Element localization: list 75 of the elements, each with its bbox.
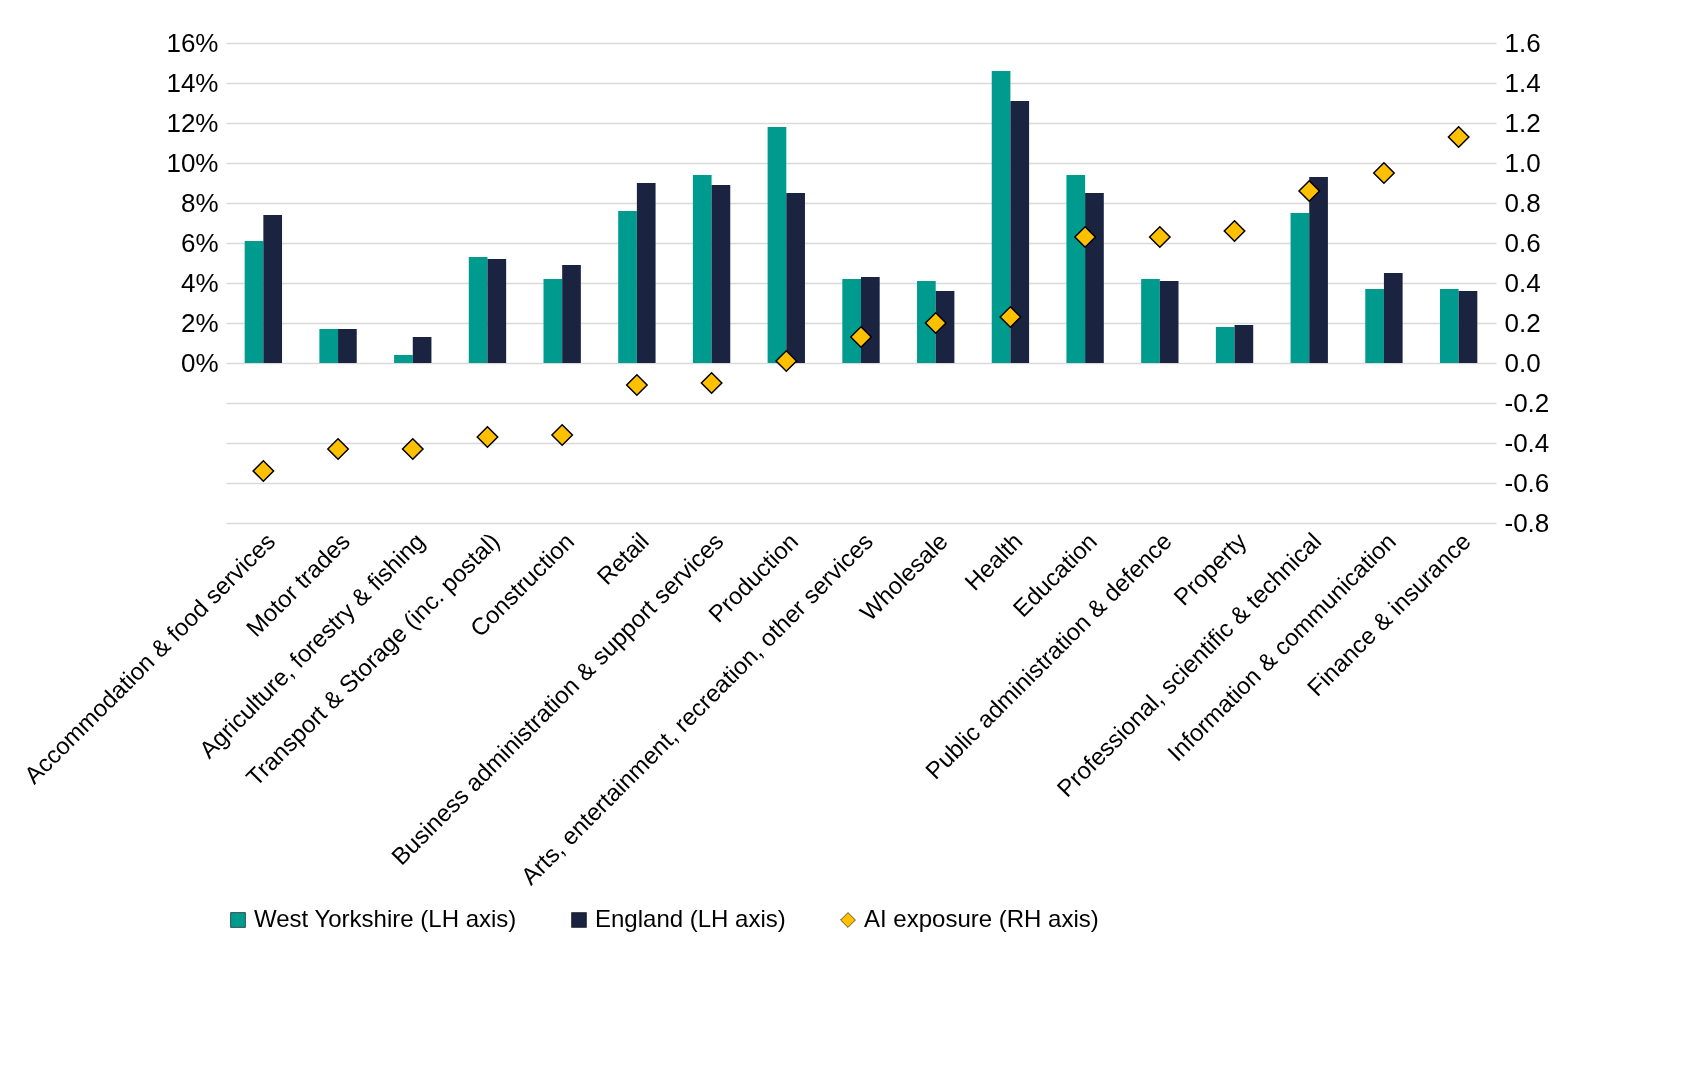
- bar: [692, 175, 712, 363]
- y-tick-label: 8%: [180, 187, 219, 218]
- legend-label: England (LH axis): [595, 905, 786, 932]
- y2-tick-label: -0.4: [1504, 427, 1550, 458]
- legend-label: AI exposure (RH axis): [864, 905, 1099, 932]
- bar: [319, 329, 339, 363]
- bar: [1458, 291, 1478, 363]
- bar: [1234, 325, 1254, 363]
- bar: [1365, 289, 1384, 363]
- point: [999, 306, 1022, 328]
- bar: [636, 183, 656, 363]
- point: [551, 424, 574, 446]
- bar: [543, 279, 563, 363]
- bar: [1383, 273, 1403, 363]
- y2-tick-label: 1.2: [1504, 107, 1541, 138]
- point: [1447, 126, 1470, 148]
- bar: [338, 329, 357, 363]
- y2-tick-label: 1.6: [1504, 27, 1541, 58]
- point: [476, 426, 499, 448]
- y-tick-label: 12%: [166, 107, 219, 138]
- bar: [1290, 213, 1310, 363]
- bar: [1439, 289, 1459, 363]
- y-tick-label: 0%: [180, 347, 219, 378]
- y2-tick-label: 0.6: [1504, 227, 1541, 258]
- bar: [244, 241, 264, 363]
- point: [850, 326, 872, 348]
- bar: [711, 185, 731, 363]
- y-tick-label: 2%: [180, 307, 219, 338]
- bar: [487, 259, 507, 363]
- bar: [1309, 177, 1328, 363]
- bar: [394, 355, 413, 363]
- point: [1372, 162, 1395, 184]
- point: [775, 350, 798, 372]
- y2-tick-label: -0.6: [1504, 467, 1550, 498]
- y2-tick-label: 0.2: [1504, 307, 1541, 338]
- bar: [1085, 193, 1104, 363]
- y-tick-label: 14%: [166, 67, 219, 98]
- y2-tick-label: -0.8: [1504, 507, 1550, 538]
- y2-tick-label: 0.4: [1504, 267, 1541, 298]
- y-tick-label: 16%: [166, 27, 219, 58]
- point: [700, 372, 723, 394]
- bar: [1141, 279, 1160, 363]
- bar: [1066, 175, 1086, 363]
- y2-tick-label: 1.4: [1504, 67, 1541, 98]
- bar: [1215, 327, 1235, 363]
- point: [1148, 226, 1171, 248]
- point: [252, 460, 275, 482]
- bar: [412, 337, 432, 363]
- y-tick-label: 6%: [180, 227, 219, 258]
- y2-tick-label: 0.0: [1504, 347, 1541, 378]
- bar: [917, 281, 936, 363]
- y2-tick-label: -0.2: [1504, 387, 1550, 418]
- bar: [842, 279, 861, 363]
- y2-tick-label: 0.8: [1504, 187, 1541, 218]
- point: [327, 438, 350, 460]
- bar: [1010, 101, 1030, 363]
- point: [924, 312, 947, 334]
- y-tick-label: 4%: [180, 267, 219, 298]
- legend-label: West Yorkshire (LH axis): [254, 905, 517, 932]
- y-tick-label: 10%: [166, 147, 219, 178]
- bar: [468, 257, 488, 363]
- point: [1223, 220, 1246, 242]
- point: [401, 438, 424, 460]
- bar: [618, 211, 637, 363]
- bar: [991, 71, 1011, 363]
- y2-tick-label: 1.0: [1504, 147, 1541, 178]
- point: [1074, 226, 1097, 248]
- bar: [861, 277, 880, 363]
- bar: [1159, 281, 1179, 363]
- bar: [562, 265, 581, 363]
- bar: [767, 127, 787, 363]
- bar: [786, 193, 805, 363]
- point: [1298, 180, 1321, 202]
- bar: [263, 215, 283, 363]
- point: [625, 374, 648, 396]
